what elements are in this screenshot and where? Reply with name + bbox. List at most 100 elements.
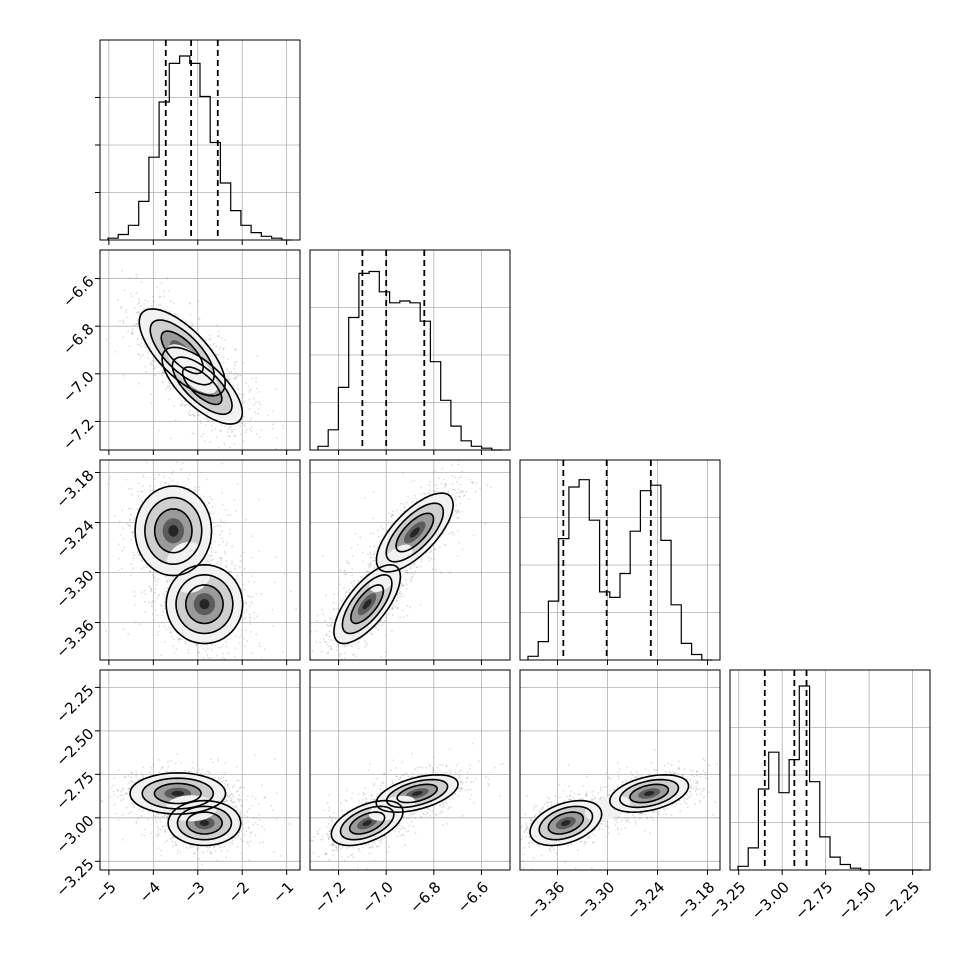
sample-point [253, 611, 255, 614]
sample-point [250, 389, 252, 391]
sample-point [199, 419, 202, 422]
sample-point [227, 377, 230, 380]
sample-point [144, 611, 147, 613]
sample-point [161, 371, 164, 374]
sample-point [154, 374, 156, 376]
sample-point [155, 584, 158, 586]
sample-point [164, 625, 166, 628]
sample-point [288, 482, 290, 484]
sample-point [128, 345, 131, 348]
sample-point [204, 424, 207, 426]
sample-point [193, 490, 196, 493]
sample-point [232, 385, 235, 387]
sample-point [200, 435, 203, 438]
sample-point [246, 640, 249, 642]
sample-point [258, 436, 261, 438]
sample-point [250, 557, 253, 560]
sample-point [234, 348, 237, 350]
sample-point [170, 437, 172, 440]
sample-point [216, 524, 219, 527]
sample-point [123, 289, 126, 292]
sample-point [243, 425, 246, 428]
sample-point [119, 319, 121, 322]
sample-point [254, 411, 256, 414]
sample-point [214, 551, 217, 554]
sample-point [170, 632, 173, 634]
sample-point [166, 386, 169, 388]
sample-point [129, 524, 131, 527]
sample-point [227, 652, 230, 655]
sample-point [227, 460, 229, 462]
sample-point [216, 671, 218, 673]
sample-point [198, 318, 201, 321]
sample-point [197, 652, 200, 654]
sample-point [161, 374, 163, 377]
sample-point [211, 429, 213, 432]
sample-point [167, 579, 169, 582]
sample-point [219, 525, 221, 527]
sample-point [233, 367, 236, 370]
sample-point [222, 347, 225, 350]
sample-point [158, 295, 161, 298]
sample-point [125, 309, 128, 312]
sample-point [109, 476, 112, 478]
sample-point [240, 433, 243, 436]
sample-point [133, 595, 136, 598]
sample-point [227, 431, 229, 434]
sample-point [217, 330, 220, 333]
sample-point [246, 608, 248, 611]
sample-point [167, 384, 170, 387]
sample-point [208, 334, 211, 337]
sample-point [106, 338, 108, 341]
sample-point [156, 634, 159, 637]
sample-point [234, 428, 236, 431]
sample-point [135, 292, 138, 295]
sample-point [165, 388, 167, 391]
sample-point [136, 311, 139, 313]
sample-point [153, 367, 156, 370]
sample-point [198, 413, 201, 416]
sample-point [136, 508, 139, 510]
sample-point [150, 393, 152, 396]
sample-point [173, 302, 175, 304]
sample-point [211, 498, 213, 501]
sample-point [130, 574, 133, 577]
sample-point [187, 648, 190, 651]
sample-point [248, 408, 251, 410]
sample-point [210, 554, 213, 557]
sample-point [235, 377, 237, 379]
sample-point [179, 468, 182, 471]
sample-point [145, 371, 148, 374]
sample-point [224, 425, 227, 428]
sample-point [131, 551, 134, 554]
sample-point [140, 567, 143, 570]
sample-point [207, 656, 210, 659]
sample-point [108, 478, 111, 481]
sample-point [202, 495, 205, 498]
sample-point [295, 608, 297, 610]
sample-point [142, 485, 144, 487]
sample-point [122, 322, 125, 324]
sample-point [136, 323, 139, 326]
sample-point [149, 570, 151, 573]
sample-point [181, 468, 184, 470]
sample-point [135, 323, 137, 326]
sample-point [219, 519, 222, 521]
sample-point [135, 276, 138, 279]
sample-point [245, 429, 248, 431]
sample-point [225, 544, 228, 547]
sample-point [138, 301, 141, 304]
sample-point [171, 472, 174, 475]
sample-point [146, 300, 149, 303]
gridlines-0-0 [100, 40, 300, 240]
sample-point [234, 647, 237, 650]
sample-point [240, 634, 243, 637]
sample-point [128, 276, 131, 279]
sample-point [146, 461, 149, 464]
sample-point [136, 343, 139, 345]
sample-point [132, 567, 135, 569]
sample-point [202, 433, 205, 435]
sample-point [174, 419, 177, 421]
sample-point [250, 652, 253, 654]
sample-point [246, 594, 249, 597]
